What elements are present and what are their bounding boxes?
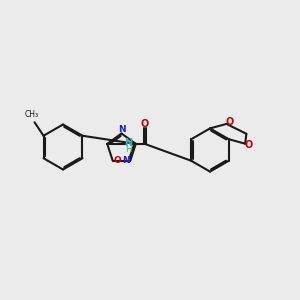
Text: N: N	[122, 156, 130, 165]
Text: CH₃: CH₃	[25, 110, 39, 119]
Text: N: N	[118, 125, 125, 134]
Text: N: N	[124, 138, 132, 148]
Text: O: O	[244, 140, 252, 150]
Text: O: O	[141, 119, 149, 129]
Text: H: H	[125, 146, 131, 154]
Text: O: O	[113, 156, 121, 165]
Text: O: O	[225, 117, 234, 128]
